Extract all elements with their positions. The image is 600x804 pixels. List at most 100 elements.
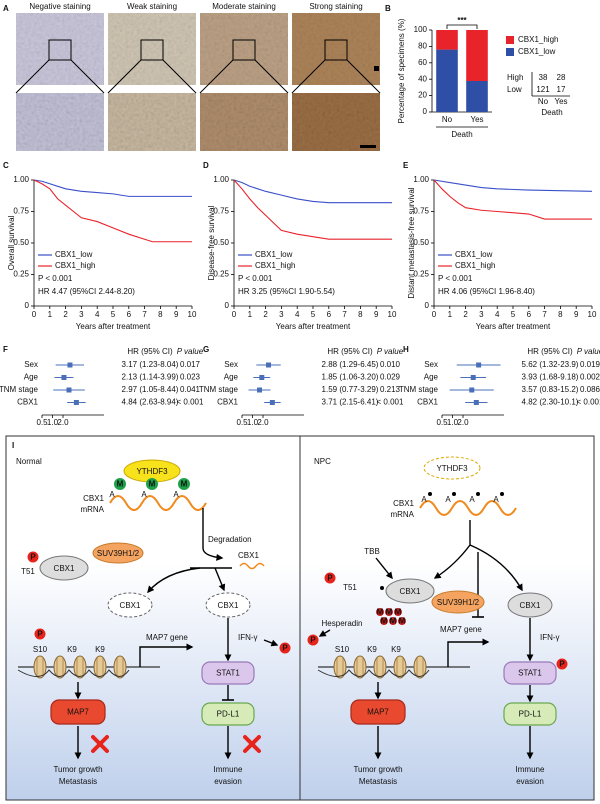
residue-label: K9 xyxy=(367,645,377,654)
methyl-label: M xyxy=(381,617,388,626)
annotation: P < 0.001 xyxy=(438,274,473,283)
significance-bracket xyxy=(446,24,478,29)
outcome-label: evasion xyxy=(516,777,544,786)
protein xyxy=(431,590,485,614)
ihc-texture xyxy=(16,93,104,151)
x-tick-label: 10 xyxy=(388,310,397,319)
x-tick-label: 1.0 xyxy=(47,418,59,427)
row-label: TNM stage xyxy=(199,385,239,394)
protein-label: STAT1 xyxy=(216,669,240,678)
methyl-label: M xyxy=(399,617,406,626)
survival-curve xyxy=(33,179,192,197)
arrow xyxy=(375,557,393,580)
protein-label: MAP7 xyxy=(367,708,389,717)
y-tick-label: 0.75 xyxy=(213,207,229,216)
site-dot xyxy=(380,586,384,590)
phospho-label: P xyxy=(282,644,288,653)
row-label: Age xyxy=(424,373,439,382)
x-tick-label: 0 xyxy=(432,310,437,319)
column-header: HR (95% CI) xyxy=(327,347,373,356)
x-tick-label: 2.0 xyxy=(457,418,469,427)
m6a xyxy=(146,478,158,490)
residue-label: S10 xyxy=(33,645,48,654)
x-tick-label: 6 xyxy=(127,310,132,319)
y-tick-label: 0.25 xyxy=(13,270,29,279)
hr-label: 5.62 (1.32-23.9) xyxy=(522,360,579,369)
panel-letter: F xyxy=(3,345,8,354)
panel-letter: I xyxy=(12,441,14,450)
zoom-line xyxy=(15,59,50,94)
x-axis-label: Years after treatment xyxy=(476,322,551,331)
drug-label: Hesperadin xyxy=(322,619,363,628)
significance: *** xyxy=(457,16,467,25)
legend-label: CBX1_low xyxy=(455,250,493,259)
y-tick-label: 0.25 xyxy=(413,270,429,279)
methyl-label: M xyxy=(390,617,397,626)
hr-label: 3.71 (2.15-6.41) xyxy=(322,398,379,407)
zoom-box xyxy=(232,39,256,61)
methyl xyxy=(376,608,384,616)
mrna xyxy=(109,495,207,511)
image-label: Strong staining xyxy=(309,2,362,11)
mrna-label: mRNA xyxy=(390,510,414,519)
gene-label: MAP7 gene xyxy=(146,633,188,642)
hr-label: 2.13 (1.14-3.99) xyxy=(122,373,179,382)
row-label: TNM stage xyxy=(0,385,39,394)
column-header: P value xyxy=(377,347,404,356)
x-tick-label: 1 xyxy=(48,310,53,319)
zoom-line xyxy=(254,59,289,94)
protein-box xyxy=(201,661,255,685)
table-title: Death xyxy=(541,108,562,117)
column-header: HR (95% CI) xyxy=(527,347,573,356)
process-label: Degradation xyxy=(208,535,252,544)
site-dot xyxy=(428,492,432,496)
x-tick-label: 4 xyxy=(295,310,300,319)
site-label: A xyxy=(493,495,499,504)
p-value: 0.041 xyxy=(180,385,201,394)
y-tick-label: 0 xyxy=(425,301,430,310)
x-tick-label: 9 xyxy=(374,310,379,319)
protein-label: PD-L1 xyxy=(217,710,240,719)
survival-curve xyxy=(233,179,392,240)
image-label: Weak staining xyxy=(127,2,177,11)
x-tick-label: 10 xyxy=(188,310,197,319)
panel-letter: H xyxy=(403,345,409,354)
arrow xyxy=(214,567,226,592)
hr-label: 3.57 (0.83-15.2) xyxy=(522,385,579,394)
y-tick-label: 80 xyxy=(418,42,427,51)
y-tick-label: 0 xyxy=(225,301,230,310)
x-axis-label: Years after treatment xyxy=(76,322,151,331)
residue-label: K9 xyxy=(391,645,401,654)
outcome-label: Tumor growth xyxy=(53,765,102,774)
image-label: Negative staining xyxy=(29,2,90,11)
mrna-label: CBX1 xyxy=(83,494,104,503)
hr-label: 3.93 (1.68-9.18) xyxy=(522,373,579,382)
x-tick-label: 7 xyxy=(542,310,547,319)
annotation: HR 4.06 (95%CI 1.96-8.40) xyxy=(438,287,535,296)
x-tick-label: 2.0 xyxy=(257,418,269,427)
table-column: No xyxy=(538,97,549,106)
y-axis-label: Distant metastasis-free survival xyxy=(407,187,416,298)
p-value: 0.002 xyxy=(580,373,600,382)
bar-segment xyxy=(466,30,488,82)
residue-label: T51 xyxy=(21,567,35,576)
zoom-line xyxy=(346,59,381,94)
site-dot xyxy=(452,492,456,496)
outcome-label: evasion xyxy=(214,777,242,786)
y-tick-label: 0.75 xyxy=(13,207,29,216)
site-label: A xyxy=(141,490,147,499)
x-axis-label: Death xyxy=(451,130,472,139)
p-value: < 0.001 xyxy=(577,398,600,407)
y-tick-label: 100 xyxy=(414,25,428,34)
outcome-label: Immune xyxy=(516,765,545,774)
x-tick-label: 4 xyxy=(495,310,500,319)
residue-label: K9 xyxy=(95,645,105,654)
p-value: 0.213 xyxy=(380,385,401,394)
bar-segment xyxy=(436,49,458,112)
hr-label: 4.82 (2.30-10.1) xyxy=(522,398,579,407)
protein-label: CBX1 xyxy=(120,601,141,610)
protein xyxy=(507,592,553,618)
degraded-mrna xyxy=(239,562,265,570)
p-value: 0.010 xyxy=(380,360,401,369)
y-axis-label: Disease-free survival xyxy=(207,205,216,280)
